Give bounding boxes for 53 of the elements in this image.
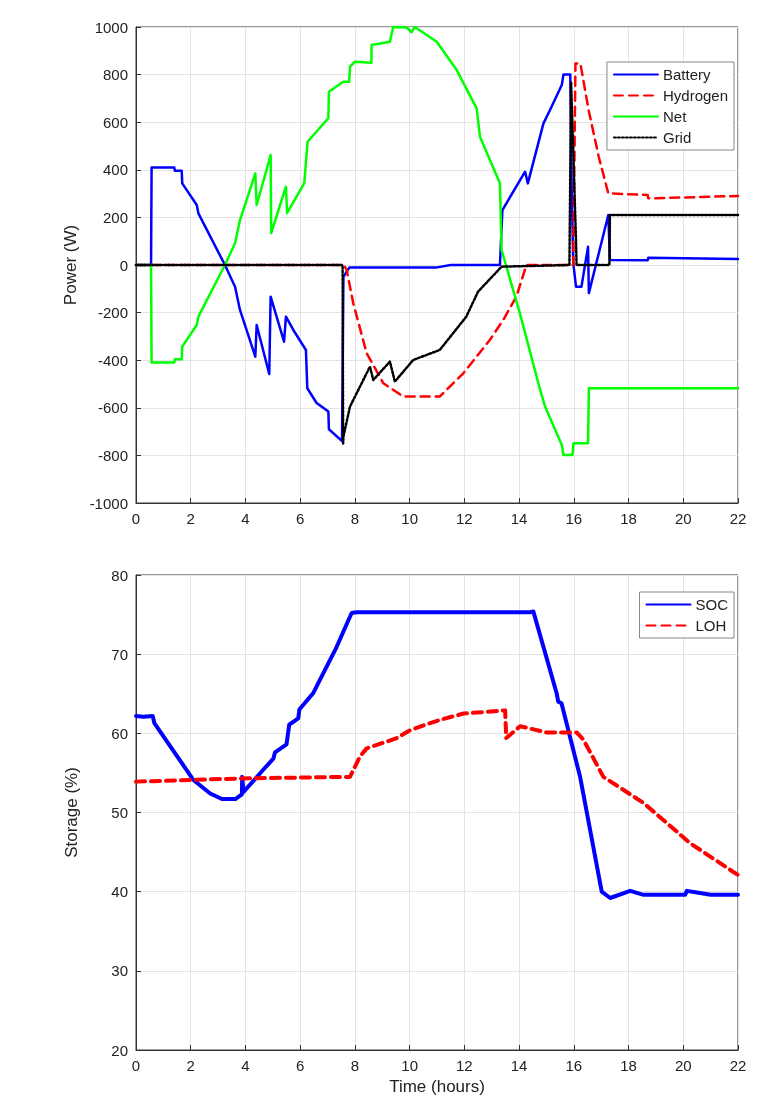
y-tick-label: 800 bbox=[102, 66, 128, 84]
line-series bbox=[134, 708, 740, 878]
x-tick-label: 0 bbox=[131, 1057, 141, 1074]
x-tick-label: 20 bbox=[674, 510, 692, 527]
x-tick-label: 16 bbox=[565, 510, 583, 527]
y-tick-label: 70 bbox=[111, 645, 128, 663]
y-tick-label: 1000 bbox=[94, 18, 128, 36]
y-tick-label: 20 bbox=[111, 1041, 128, 1059]
y-tick-label: 200 bbox=[102, 208, 128, 226]
x-axis-title: Time (hours) bbox=[389, 1077, 485, 1096]
x-tick-label: 0 bbox=[131, 510, 141, 527]
x-tick-label: 22 bbox=[729, 510, 747, 527]
legend-label: Hydrogen bbox=[662, 87, 729, 104]
x-tick-label: 8 bbox=[350, 1057, 360, 1074]
x-tick-label: 22 bbox=[729, 1057, 747, 1074]
y-tick-label: -400 bbox=[97, 351, 128, 369]
x-tick-label: 2 bbox=[186, 1057, 195, 1074]
x-tick-label: 14 bbox=[510, 1057, 528, 1074]
y-tick-label: 0 bbox=[119, 256, 128, 274]
y-tick-label: -1000 bbox=[89, 494, 128, 512]
y-tick-label: 600 bbox=[102, 113, 128, 131]
x-tick-label: 10 bbox=[401, 510, 418, 527]
x-tick-label: 18 bbox=[620, 510, 637, 527]
legend-label: SOC bbox=[695, 596, 729, 613]
x-tick-label: 6 bbox=[296, 510, 305, 527]
x-tick-label: 16 bbox=[565, 1057, 583, 1074]
x-tick-label: 2 bbox=[186, 510, 195, 527]
y-tick-label: 40 bbox=[111, 883, 128, 901]
y-tick-label: 30 bbox=[111, 962, 128, 980]
y-axis-title: Storage (%) bbox=[62, 767, 81, 858]
x-tick-label: 6 bbox=[296, 1057, 305, 1074]
x-tick-label: 12 bbox=[456, 510, 473, 527]
y-tick-label: -800 bbox=[97, 446, 128, 464]
line-series bbox=[134, 609, 740, 900]
x-tick-label: 14 bbox=[510, 510, 528, 527]
y-tick-label: -600 bbox=[97, 399, 128, 417]
y-tick-label: 50 bbox=[111, 804, 128, 821]
legend-label: Battery bbox=[662, 66, 711, 83]
y-axis-title: Power (W) bbox=[60, 224, 80, 306]
y-tick-label: 400 bbox=[102, 161, 128, 179]
legend-label: Grid bbox=[662, 129, 692, 146]
legend-label: Net bbox=[662, 108, 688, 125]
x-tick-label: 20 bbox=[674, 1057, 692, 1074]
y-tick-label: -200 bbox=[97, 304, 128, 322]
x-tick-label: 10 bbox=[401, 1057, 418, 1074]
x-tick-label: 4 bbox=[241, 510, 250, 527]
x-tick-label: 8 bbox=[350, 510, 360, 527]
y-tick-label: 80 bbox=[111, 566, 128, 584]
legend-label: LOH bbox=[695, 617, 727, 634]
x-tick-label: 4 bbox=[241, 1057, 250, 1074]
x-tick-label: 12 bbox=[456, 1057, 473, 1074]
x-tick-label: 18 bbox=[620, 1057, 637, 1074]
y-tick-label: 60 bbox=[111, 724, 128, 742]
